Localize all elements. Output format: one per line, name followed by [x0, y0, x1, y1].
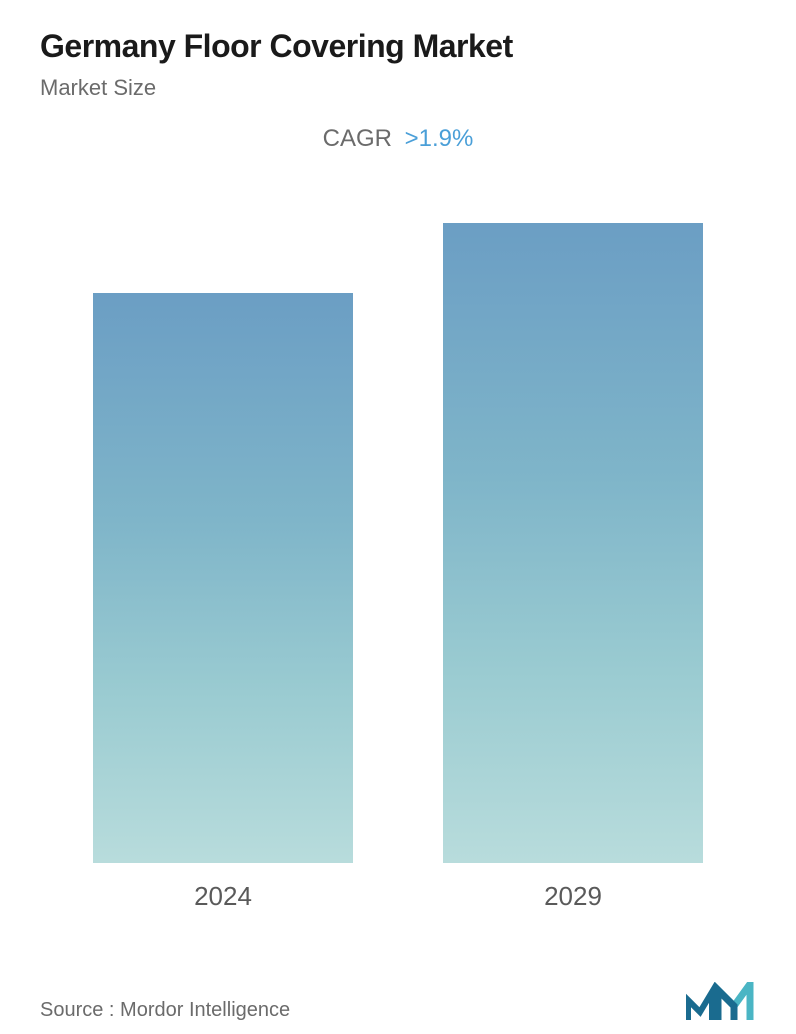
bar-label-0: 2024	[194, 881, 252, 912]
footer: Source : Mordor Intelligence	[40, 972, 756, 1022]
bar-label-1: 2029	[544, 881, 602, 912]
chart-container: Germany Floor Covering Market Market Siz…	[0, 0, 796, 1034]
subtitle: Market Size	[40, 75, 756, 101]
cagr-row: CAGR >1.9%	[40, 125, 756, 153]
bar-wrapper-1: 2029	[443, 223, 703, 912]
cagr-label: CAGR	[323, 125, 392, 152]
brand-logo	[686, 982, 756, 1022]
logo-icon	[686, 982, 756, 1022]
chart-area: 2024 2029	[40, 163, 756, 972]
page-title: Germany Floor Covering Market	[40, 28, 756, 65]
cagr-value: >1.9%	[405, 125, 474, 152]
bar-wrapper-0: 2024	[93, 293, 353, 912]
bar-1	[443, 223, 703, 863]
source-text: Source : Mordor Intelligence	[40, 999, 290, 1022]
bar-0	[93, 293, 353, 863]
